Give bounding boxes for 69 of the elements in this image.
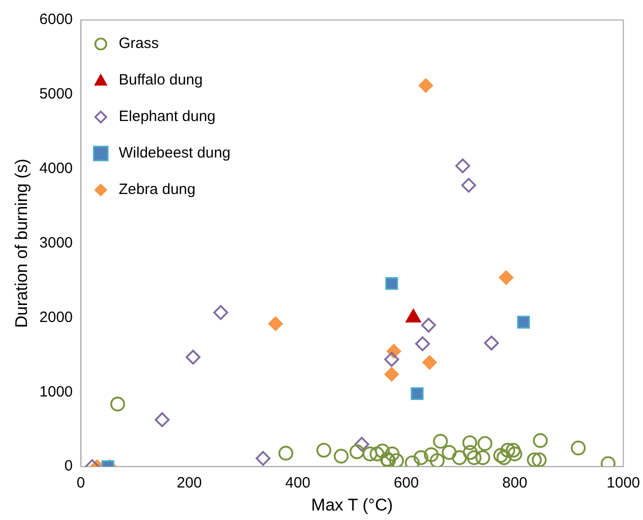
point: [256, 451, 270, 466]
point: [484, 336, 499, 350]
point: [532, 433, 548, 448]
y-tick-label: 1000: [39, 383, 73, 400]
legend-label: Grass: [118, 35, 159, 52]
x-tick-label: 800: [502, 474, 528, 492]
point: [433, 434, 448, 449]
point: [526, 452, 542, 467]
y-tick-label: 4000: [39, 160, 73, 178]
point: [414, 450, 428, 466]
point: [424, 447, 439, 462]
y-tick-label: 3000: [39, 234, 73, 252]
point: [354, 436, 370, 452]
x-tick-label: 0: [76, 474, 85, 492]
point: [506, 442, 521, 458]
point: [455, 158, 470, 174]
x-tick-label: 1000: [606, 474, 640, 492]
legend-label: Zebra dung: [118, 181, 196, 198]
y-tick-label: 5000: [39, 86, 73, 103]
point: [430, 453, 445, 467]
point: [384, 367, 399, 382]
x-tick-label: 400: [285, 474, 310, 492]
point: [384, 446, 400, 462]
x-tick-label: 200: [176, 474, 202, 492]
point: [422, 355, 437, 370]
point: [375, 444, 390, 458]
point: [389, 453, 404, 467]
point: [478, 436, 492, 451]
point: [532, 452, 547, 467]
point: [385, 277, 398, 290]
legend-label: Buffalo dung: [118, 72, 203, 89]
point: [154, 412, 170, 428]
point: [362, 446, 378, 462]
point: [186, 350, 200, 365]
point: [268, 316, 283, 331]
point: [452, 450, 467, 466]
x-axis-title: Max T (°C): [311, 495, 393, 514]
point: [410, 387, 424, 400]
point: [350, 444, 364, 460]
point: [110, 396, 126, 412]
point: [415, 336, 430, 352]
y-tick-label: 6000: [39, 11, 73, 28]
point: [466, 450, 482, 466]
point: [498, 270, 514, 285]
point: [384, 352, 400, 367]
y-axis-title: Duration of burning (s): [12, 158, 31, 328]
point: [278, 446, 294, 461]
point: [475, 450, 490, 466]
point: [496, 450, 512, 466]
legend-label: Elephant dung: [118, 108, 216, 126]
point: [213, 305, 228, 320]
point: [461, 178, 476, 193]
point: [421, 318, 436, 333]
point: [442, 445, 457, 460]
point: [334, 448, 349, 464]
point: [316, 442, 332, 458]
point: [418, 78, 434, 93]
point: [462, 435, 478, 450]
point: [493, 448, 508, 463]
point: [370, 446, 384, 462]
point: [517, 316, 530, 329]
x-tick-label: 600: [394, 474, 419, 492]
point: [570, 440, 586, 456]
point: [507, 446, 522, 462]
y-tick-label: 2000: [39, 308, 73, 326]
y-tick-label: 0: [64, 458, 73, 475]
legend-label: Wildebeest dung: [118, 144, 231, 162]
point: [500, 442, 516, 458]
point: [462, 445, 478, 460]
